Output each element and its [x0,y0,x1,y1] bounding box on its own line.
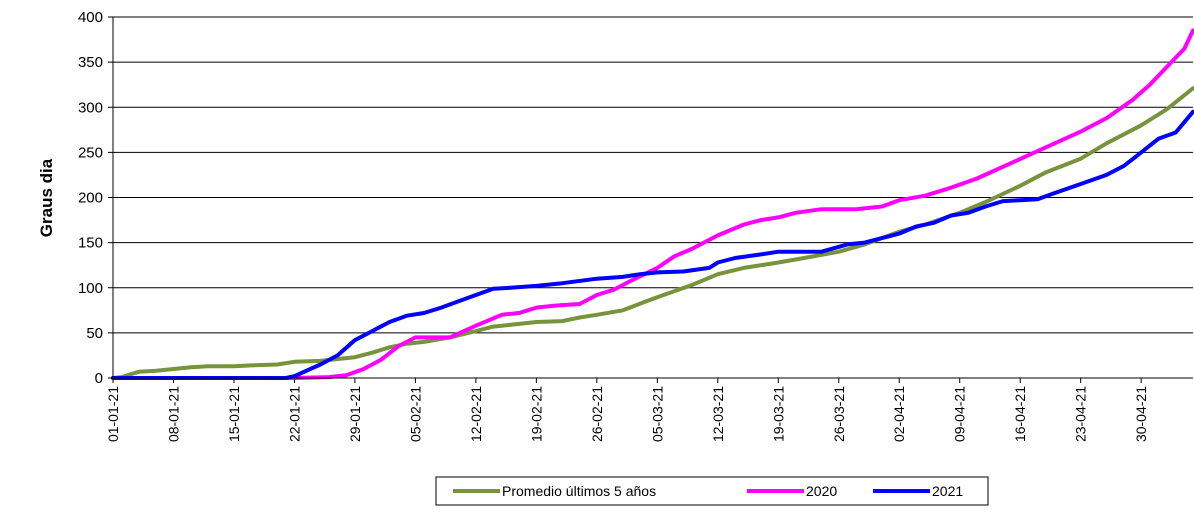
x-tick-label: 19-03-21 [770,386,786,442]
y-tick-label: 200 [78,190,103,207]
y-tick-label: 350 [78,54,103,71]
y-tick-label: 250 [78,144,103,161]
y-axis-label: Graus dia [37,158,56,237]
series-line-1 [111,28,1194,380]
y-axis-ticks: 0 50 100 150 200 250 300 350 400 [78,9,113,387]
y-tick-label: 50 [86,325,103,342]
x-tick-label: 09-04-21 [952,386,968,442]
x-tick-label: 19-02-21 [528,386,544,442]
x-tick-label: 15-01-21 [226,386,242,442]
legend-label-2: 2021 [932,483,963,499]
x-tick-label: 16-04-21 [1012,386,1028,442]
series-lines [111,28,1194,380]
legend: Promedio últimos 5 años 2020 2021 [435,476,989,506]
x-tick-label: 05-03-21 [649,386,665,442]
x-tick-label: 22-01-21 [286,386,302,442]
x-tick-label: 29-01-21 [347,386,363,442]
x-tick-label: 23-04-21 [1073,386,1089,442]
y-tick-label: 400 [78,9,103,26]
y-tick-label: 0 [95,370,103,387]
x-tick-label: 12-02-21 [468,386,484,442]
legend-label-0: Promedio últimos 5 años [502,483,656,499]
legend-label-1: 2020 [806,483,837,499]
gridlines [113,16,1193,379]
series-line-0 [111,86,1194,380]
y-tick-label: 150 [78,235,103,252]
y-tick-label: 100 [78,280,103,297]
x-tick-label: 02-04-21 [891,386,907,442]
x-tick-label: 01-01-21 [105,386,121,442]
x-tick-label: 08-01-21 [165,386,181,442]
x-tick-label: 30-04-21 [1133,386,1149,442]
y-tick-label: 300 [78,99,103,116]
x-axis-ticks: 01-01-21 08-01-21 15-01-21 22-01-21 29-01-21… [105,378,1149,442]
x-tick-label: 26-02-21 [589,386,605,442]
x-tick-label: 12-03-21 [710,386,726,442]
series-line-2 [111,109,1194,380]
x-tick-label: 05-02-21 [407,386,423,442]
x-tick-label: 26-03-21 [831,386,847,442]
